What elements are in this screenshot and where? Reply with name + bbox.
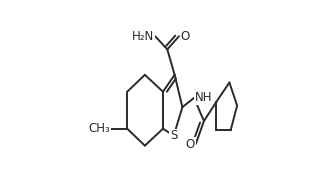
- Text: O: O: [186, 138, 195, 151]
- Text: O: O: [180, 30, 190, 43]
- Text: H₂N: H₂N: [132, 30, 155, 43]
- Text: S: S: [170, 129, 177, 142]
- Text: CH₃: CH₃: [89, 122, 111, 135]
- Text: NH: NH: [195, 91, 212, 104]
